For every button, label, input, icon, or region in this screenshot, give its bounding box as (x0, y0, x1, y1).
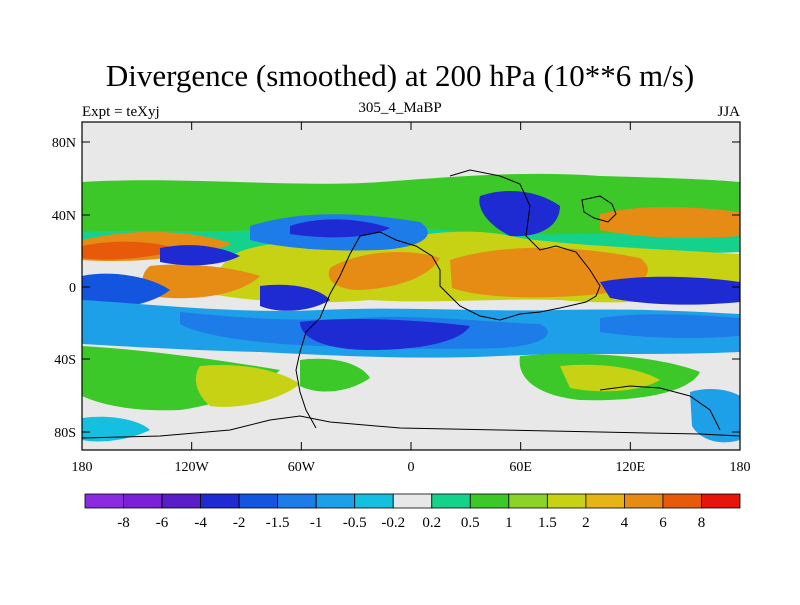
lon-tick-label: 60W (288, 460, 316, 475)
colorbar-swatch (508, 493, 548, 509)
season-label: JJA (717, 104, 740, 120)
contour-band (82, 241, 180, 260)
colorbar-swatch (469, 493, 510, 509)
colorbar-swatch (238, 493, 279, 509)
lat-tick-label: 80S (54, 426, 76, 441)
lon-tick-label: 180 (72, 460, 93, 475)
contour-band (160, 245, 240, 266)
coastline (581, 195, 617, 223)
contour-field (82, 122, 740, 450)
colorbar-label: -6 (156, 515, 169, 531)
contour-band (300, 319, 470, 350)
colorbar-label: -2 (233, 515, 246, 531)
contour-band (450, 247, 648, 298)
contour-band (479, 191, 560, 237)
contour-band (690, 389, 740, 443)
run-label: 305_4_MaBP (358, 100, 442, 116)
map-title: Divergence (smoothed) at 200 hPa (10**6 … (105, 58, 695, 93)
colorbar-label: -0.5 (343, 515, 367, 531)
lon-tick-label: 120E (616, 460, 646, 475)
colorbar: -8 -6 -4 -2 -1.5 -1 -0.5 -0.2 0.2 0.5 1 1.5 2 4 6 8 (84, 493, 741, 531)
colorbar-swatch (431, 493, 471, 509)
colorbar-swatch (200, 493, 240, 509)
colorbar-label: 1.5 (538, 515, 557, 531)
lon-tick-label: 120W (175, 460, 210, 475)
contour-band (600, 314, 740, 339)
experiment-label: Expt = teXyj (82, 104, 160, 120)
colorbar-swatch (123, 493, 163, 509)
colorbar-swatch (354, 493, 394, 509)
coastline (295, 169, 601, 429)
colorbar-label: 0.2 (422, 515, 441, 531)
colorbar-label: -4 (194, 515, 207, 531)
colorbar-label: 1 (505, 515, 513, 531)
colorbar-swatch (277, 493, 317, 509)
colorbar-swatch (546, 493, 587, 509)
lat-tick-label: 40N (52, 209, 76, 224)
colorbar-swatch (585, 493, 625, 509)
contour-band (195, 364, 300, 407)
colorbar-label: -1 (310, 515, 323, 531)
colorbar-swatch (662, 493, 702, 509)
coastline (599, 385, 721, 431)
colorbar-label: 8 (698, 515, 706, 531)
colorbar-swatch (161, 493, 201, 509)
contour-band (290, 219, 390, 238)
lat-tick-label: 40S (54, 353, 76, 368)
colorbar-label: -8 (117, 515, 130, 531)
coastline (82, 415, 740, 439)
colorbar-label: 6 (659, 515, 667, 531)
contour-band (260, 284, 330, 311)
lat-tick-label: 0 (69, 281, 76, 296)
lon-tick-label: 180 (730, 460, 751, 475)
contour-band (600, 276, 740, 305)
colorbar-label: 2 (582, 515, 590, 531)
colorbar-swatch (84, 493, 124, 509)
lon-tick-label: 60E (509, 460, 532, 475)
contour-band (560, 364, 660, 392)
contour-band (142, 264, 260, 299)
colorbar-swatch (315, 493, 356, 509)
colorbar-label: -1.5 (266, 515, 290, 531)
lat-tick-label: 80N (52, 136, 76, 151)
colorbar-label: 0.5 (461, 515, 480, 531)
colorbar-swatch (701, 493, 741, 509)
colorbar-swatch (624, 493, 664, 509)
contour-band (600, 207, 740, 238)
contour-band (328, 252, 440, 290)
latitude-axis: 80N 40N 0 40S 80S (52, 136, 740, 441)
colorbar-swatch (392, 493, 433, 509)
longitude-axis: 180 120W 60W 0 60E 120E 180 (72, 122, 751, 475)
colorbar-label: 4 (621, 515, 629, 531)
colorbar-label: -0.2 (381, 515, 405, 531)
contour-band (82, 273, 170, 309)
contour-band (82, 416, 150, 442)
lon-tick-label: 0 (408, 460, 415, 475)
contour-band (300, 358, 370, 392)
